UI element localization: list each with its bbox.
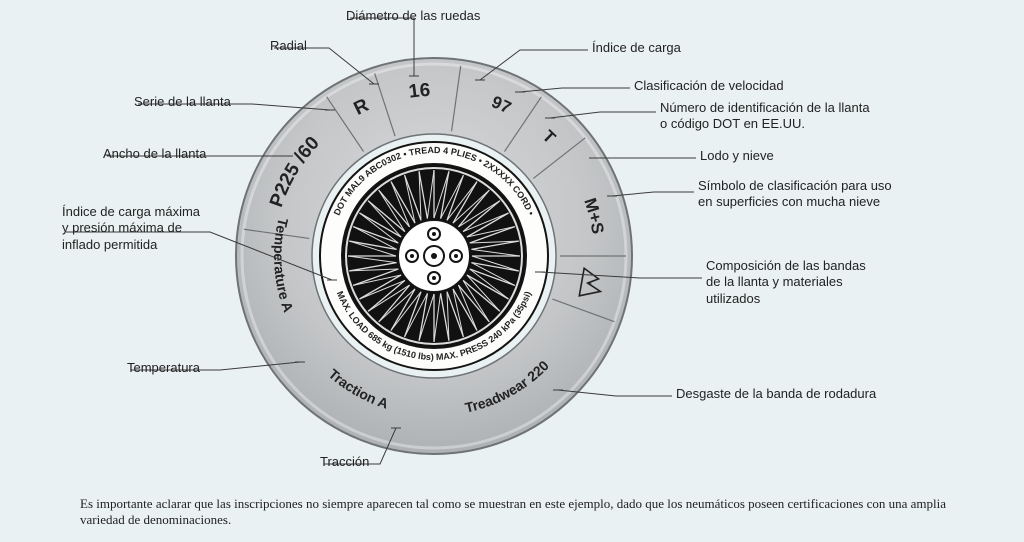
- label-traccion: Tracción: [320, 454, 369, 470]
- tire-diagram: { "geometry": { "cx": 434, "cy": 256, "r…: [0, 0, 1024, 542]
- label-diametro: Diámetro de las ruedas: [346, 8, 480, 24]
- caption: Es importante aclarar que las inscripcio…: [80, 496, 964, 529]
- label-indice_carga: Índice de carga: [592, 40, 681, 56]
- label-desgaste: Desgaste de la banda de rodadura: [676, 386, 876, 402]
- label-temperatura: Temperatura: [127, 360, 200, 376]
- label-lodo: Lodo y nieve: [700, 148, 774, 164]
- label-radial: Radial: [270, 38, 307, 54]
- label-ancho: Ancho de la llanta: [103, 146, 206, 162]
- leader-simbolo_nieve: [612, 192, 694, 196]
- label-simbolo_nieve: Símbolo de clasificación para usoen supe…: [698, 178, 938, 211]
- label-carga_max: Índice de carga máximay presión máxima d…: [62, 204, 302, 253]
- label-dot: Número de identificación de la llantao c…: [660, 100, 900, 133]
- label-composicion: Composición de las bandasde la llanta y …: [706, 258, 946, 307]
- label-serie: Serie de la llanta: [134, 94, 231, 110]
- label-clas_vel: Clasificación de velocidad: [634, 78, 784, 94]
